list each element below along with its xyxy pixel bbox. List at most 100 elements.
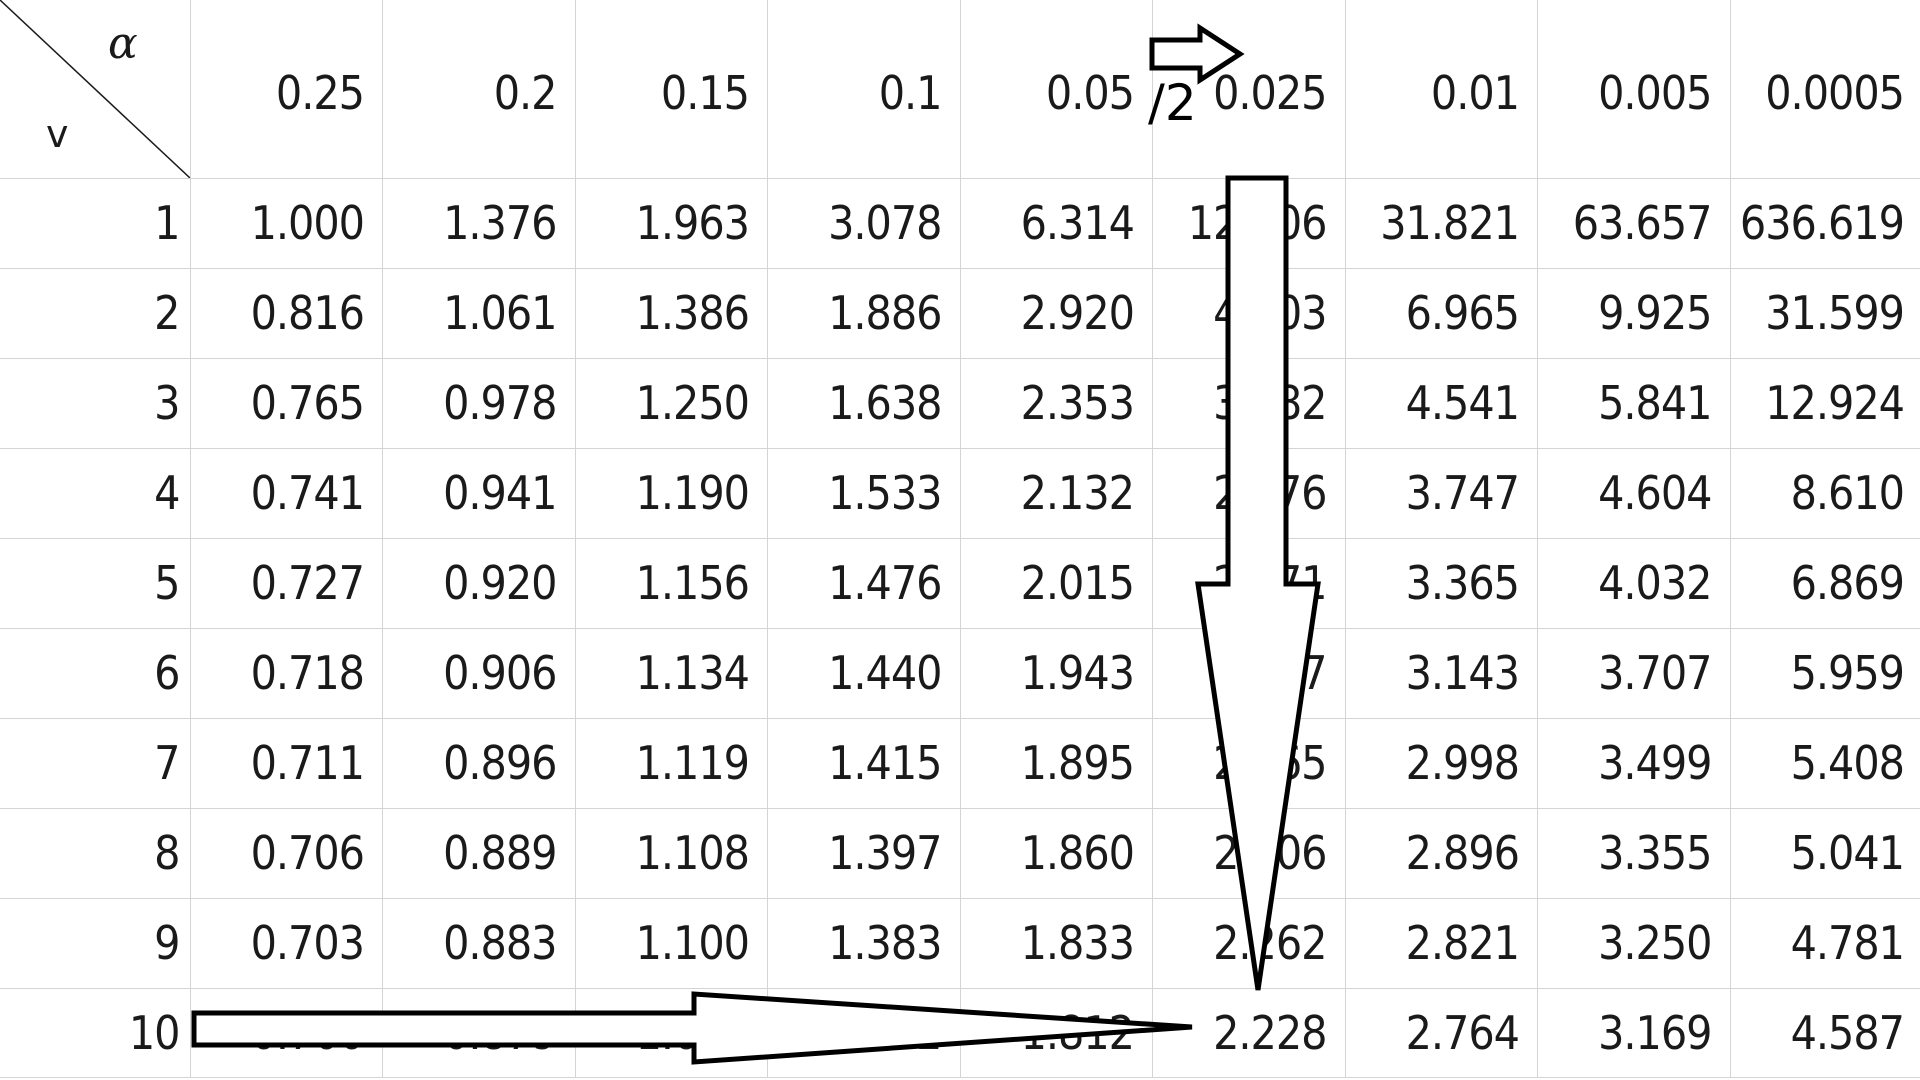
df-row-label[interactable]: 7 <box>0 718 191 809</box>
critical-value-cell[interactable]: 1.119 <box>575 718 768 809</box>
critical-value-cell[interactable]: 2.998 <box>1345 718 1538 809</box>
critical-value-cell[interactable]: 1.533 <box>767 448 961 539</box>
critical-value-cell[interactable]: 2.015 <box>960 538 1153 629</box>
critical-value-cell[interactable]: 2.132 <box>960 448 1153 539</box>
alpha-header-cell[interactable]: 0.01 <box>1345 0 1538 179</box>
critical-value-cell[interactable]: 63.657 <box>1537 178 1731 269</box>
critical-value-cell[interactable]: 12.924 <box>1730 358 1920 449</box>
critical-value-cell[interactable]: 2.228 <box>1152 988 1346 1078</box>
critical-value-cell[interactable]: 31.821 <box>1345 178 1538 269</box>
critical-value-cell[interactable]: 1.190 <box>575 448 768 539</box>
critical-value-cell[interactable]: 1.860 <box>960 808 1153 899</box>
critical-value-cell[interactable]: 6.965 <box>1345 268 1538 359</box>
critical-value-cell[interactable]: 0.706 <box>190 808 383 899</box>
critical-value-cell[interactable]: 12.706 <box>1152 178 1346 269</box>
critical-value-cell[interactable]: 1.156 <box>575 538 768 629</box>
critical-value-cell[interactable]: 6.869 <box>1730 538 1920 629</box>
critical-value-cell[interactable]: 0.920 <box>382 538 576 629</box>
critical-value-cell[interactable]: 0.711 <box>190 718 383 809</box>
critical-value-cell[interactable]: 5.408 <box>1730 718 1920 809</box>
alpha-header-cell[interactable]: 0.2 <box>382 0 576 179</box>
alpha-header-cell[interactable]: 0.15 <box>575 0 768 179</box>
df-row-label[interactable]: 1 <box>0 178 191 269</box>
critical-value-cell[interactable]: 4.303 <box>1152 268 1346 359</box>
df-row-label[interactable]: 2 <box>0 268 191 359</box>
alpha-header-cell[interactable]: 0.1 <box>767 0 961 179</box>
critical-value-cell[interactable]: 0.889 <box>382 808 576 899</box>
critical-value-cell[interactable]: 5.959 <box>1730 628 1920 719</box>
critical-value-cell[interactable]: 31.599 <box>1730 268 1920 359</box>
df-row-label[interactable]: 4 <box>0 448 191 539</box>
critical-value-cell[interactable]: 1.895 <box>960 718 1153 809</box>
critical-value-cell[interactable]: 1.943 <box>960 628 1153 719</box>
critical-value-cell[interactable]: 0.816 <box>190 268 383 359</box>
critical-value-cell[interactable]: 1.376 <box>382 178 576 269</box>
critical-value-cell[interactable]: 4.587 <box>1730 988 1920 1078</box>
critical-value-cell[interactable]: 1.372 <box>767 988 961 1078</box>
critical-value-cell[interactable]: 0.703 <box>190 898 383 989</box>
critical-value-cell[interactable]: 1.108 <box>575 808 768 899</box>
alpha-header-cell[interactable]: 0.005 <box>1537 0 1731 179</box>
critical-value-cell[interactable]: 5.841 <box>1537 358 1731 449</box>
critical-value-cell[interactable]: 4.604 <box>1537 448 1731 539</box>
critical-value-cell[interactable]: 2.896 <box>1345 808 1538 899</box>
critical-value-cell[interactable]: 0.727 <box>190 538 383 629</box>
critical-value-cell[interactable]: 2.776 <box>1152 448 1346 539</box>
critical-value-cell[interactable]: 2.571 <box>1152 538 1346 629</box>
critical-value-cell[interactable]: 4.781 <box>1730 898 1920 989</box>
critical-value-cell[interactable]: 2.447 <box>1152 628 1346 719</box>
critical-value-cell[interactable]: 1.000 <box>190 178 383 269</box>
critical-value-cell[interactable]: 8.610 <box>1730 448 1920 539</box>
alpha-header-cell[interactable]: 0.05 <box>960 0 1153 179</box>
critical-value-cell[interactable]: 2.365 <box>1152 718 1346 809</box>
critical-value-cell[interactable]: 0.883 <box>382 898 576 989</box>
critical-value-cell[interactable]: 1.093 <box>575 988 768 1078</box>
critical-value-cell[interactable]: 2.353 <box>960 358 1153 449</box>
critical-value-cell[interactable]: 0.741 <box>190 448 383 539</box>
critical-value-cell[interactable]: 3.707 <box>1537 628 1731 719</box>
corner-cell[interactable]: α v <box>0 0 191 179</box>
critical-value-cell[interactable]: 3.355 <box>1537 808 1731 899</box>
critical-value-cell[interactable]: 3.182 <box>1152 358 1346 449</box>
critical-value-cell[interactable]: 4.541 <box>1345 358 1538 449</box>
critical-value-cell[interactable]: 0.765 <box>190 358 383 449</box>
critical-value-cell[interactable]: 0.906 <box>382 628 576 719</box>
critical-value-cell[interactable]: 0.896 <box>382 718 576 809</box>
critical-value-cell[interactable]: 636.619 <box>1730 178 1920 269</box>
critical-value-cell[interactable]: 0.941 <box>382 448 576 539</box>
critical-value-cell[interactable]: 1.812 <box>960 988 1153 1078</box>
critical-value-cell[interactable]: 1.415 <box>767 718 961 809</box>
alpha-header-cell[interactable]: 0.0005 <box>1730 0 1920 179</box>
critical-value-cell[interactable]: 3.747 <box>1345 448 1538 539</box>
critical-value-cell[interactable]: 2.764 <box>1345 988 1538 1078</box>
critical-value-cell[interactable]: 1.386 <box>575 268 768 359</box>
critical-value-cell[interactable]: 5.041 <box>1730 808 1920 899</box>
critical-value-cell[interactable]: 2.920 <box>960 268 1153 359</box>
critical-value-cell[interactable]: 1.100 <box>575 898 768 989</box>
df-row-label[interactable]: 9 <box>0 898 191 989</box>
critical-value-cell[interactable]: 1.886 <box>767 268 961 359</box>
df-row-label[interactable]: 5 <box>0 538 191 629</box>
alpha-header-cell[interactable]: 0.25 <box>190 0 383 179</box>
df-row-label[interactable]: 8 <box>0 808 191 899</box>
df-row-label[interactable]: 10 <box>0 988 191 1078</box>
critical-value-cell[interactable]: 1.963 <box>575 178 768 269</box>
critical-value-cell[interactable]: 0.879 <box>382 988 576 1078</box>
critical-value-cell[interactable]: 2.306 <box>1152 808 1346 899</box>
critical-value-cell[interactable]: 2.262 <box>1152 898 1346 989</box>
critical-value-cell[interactable]: 9.925 <box>1537 268 1731 359</box>
critical-value-cell[interactable]: 1.250 <box>575 358 768 449</box>
critical-value-cell[interactable]: 3.169 <box>1537 988 1731 1078</box>
critical-value-cell[interactable]: 1.383 <box>767 898 961 989</box>
critical-value-cell[interactable]: 6.314 <box>960 178 1153 269</box>
critical-value-cell[interactable]: 1.638 <box>767 358 961 449</box>
critical-value-cell[interactable]: 0.718 <box>190 628 383 719</box>
critical-value-cell[interactable]: 1.061 <box>382 268 576 359</box>
critical-value-cell[interactable]: 3.143 <box>1345 628 1538 719</box>
critical-value-cell[interactable]: 1.440 <box>767 628 961 719</box>
critical-value-cell[interactable]: 1.833 <box>960 898 1153 989</box>
critical-value-cell[interactable]: 0.978 <box>382 358 576 449</box>
critical-value-cell[interactable]: 1.476 <box>767 538 961 629</box>
critical-value-cell[interactable]: 1.397 <box>767 808 961 899</box>
critical-value-cell[interactable]: 0.700 <box>190 988 383 1078</box>
